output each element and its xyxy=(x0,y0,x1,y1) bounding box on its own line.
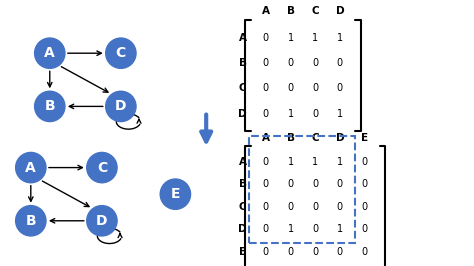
Ellipse shape xyxy=(35,38,65,68)
Text: D: D xyxy=(336,6,344,16)
Text: 0: 0 xyxy=(263,58,269,68)
Text: 0: 0 xyxy=(312,58,318,68)
Ellipse shape xyxy=(35,91,65,122)
Text: C: C xyxy=(239,202,246,212)
Text: 0: 0 xyxy=(362,202,367,212)
Text: B: B xyxy=(287,133,294,143)
Ellipse shape xyxy=(87,152,117,183)
Text: 1: 1 xyxy=(288,33,293,43)
Text: D: D xyxy=(96,214,108,228)
Text: 0: 0 xyxy=(312,109,318,119)
Text: A: A xyxy=(26,161,36,174)
Text: C: C xyxy=(116,46,126,60)
Ellipse shape xyxy=(16,152,46,183)
Text: A: A xyxy=(262,6,270,16)
Text: 0: 0 xyxy=(288,247,293,257)
Text: 0: 0 xyxy=(263,179,269,189)
Text: B: B xyxy=(26,214,36,228)
Bar xyxy=(249,136,355,243)
Text: 0: 0 xyxy=(263,225,269,234)
Text: 1: 1 xyxy=(337,109,343,119)
Text: 1: 1 xyxy=(337,157,343,167)
Text: E: E xyxy=(361,133,368,143)
Text: 0: 0 xyxy=(337,58,343,68)
Text: B: B xyxy=(238,179,246,189)
Text: 1: 1 xyxy=(312,157,318,167)
Text: 0: 0 xyxy=(337,179,343,189)
Text: 0: 0 xyxy=(263,247,269,257)
Text: 1: 1 xyxy=(288,157,293,167)
Text: D: D xyxy=(115,99,127,113)
Ellipse shape xyxy=(106,91,136,122)
Text: 0: 0 xyxy=(263,157,269,167)
Text: 0: 0 xyxy=(337,84,343,93)
Text: D: D xyxy=(336,133,344,143)
Text: 0: 0 xyxy=(312,225,318,234)
Text: 0: 0 xyxy=(312,84,318,93)
Text: D: D xyxy=(238,109,247,119)
Text: 0: 0 xyxy=(288,84,293,93)
Text: 0: 0 xyxy=(362,157,367,167)
Text: 0: 0 xyxy=(288,58,293,68)
Text: B: B xyxy=(287,6,294,16)
Text: 1: 1 xyxy=(288,109,293,119)
Text: 0: 0 xyxy=(312,202,318,212)
Text: D: D xyxy=(238,225,247,234)
Text: E: E xyxy=(171,187,180,201)
Ellipse shape xyxy=(16,206,46,236)
Text: A: A xyxy=(45,46,55,60)
Text: B: B xyxy=(45,99,55,113)
Text: 0: 0 xyxy=(362,179,367,189)
Text: B: B xyxy=(238,58,246,68)
Text: C: C xyxy=(239,84,246,93)
Text: 0: 0 xyxy=(263,202,269,212)
Text: A: A xyxy=(262,133,270,143)
Text: 0: 0 xyxy=(312,247,318,257)
Text: 1: 1 xyxy=(288,225,293,234)
Text: 0: 0 xyxy=(362,225,367,234)
Text: 0: 0 xyxy=(337,247,343,257)
Text: 0: 0 xyxy=(312,179,318,189)
Ellipse shape xyxy=(160,179,191,209)
Text: 1: 1 xyxy=(312,33,318,43)
Text: 0: 0 xyxy=(263,84,269,93)
Text: 0: 0 xyxy=(362,247,367,257)
Text: 0: 0 xyxy=(263,33,269,43)
Ellipse shape xyxy=(106,38,136,68)
Text: 0: 0 xyxy=(337,202,343,212)
Text: C: C xyxy=(97,161,107,174)
Text: E: E xyxy=(239,247,246,257)
Text: 1: 1 xyxy=(337,33,343,43)
Ellipse shape xyxy=(87,206,117,236)
Text: C: C xyxy=(311,133,319,143)
Text: 1: 1 xyxy=(337,225,343,234)
Text: A: A xyxy=(238,157,246,167)
Text: A: A xyxy=(238,33,246,43)
Text: 0: 0 xyxy=(263,109,269,119)
Text: C: C xyxy=(311,6,319,16)
Text: 0: 0 xyxy=(288,179,293,189)
Text: 0: 0 xyxy=(288,202,293,212)
